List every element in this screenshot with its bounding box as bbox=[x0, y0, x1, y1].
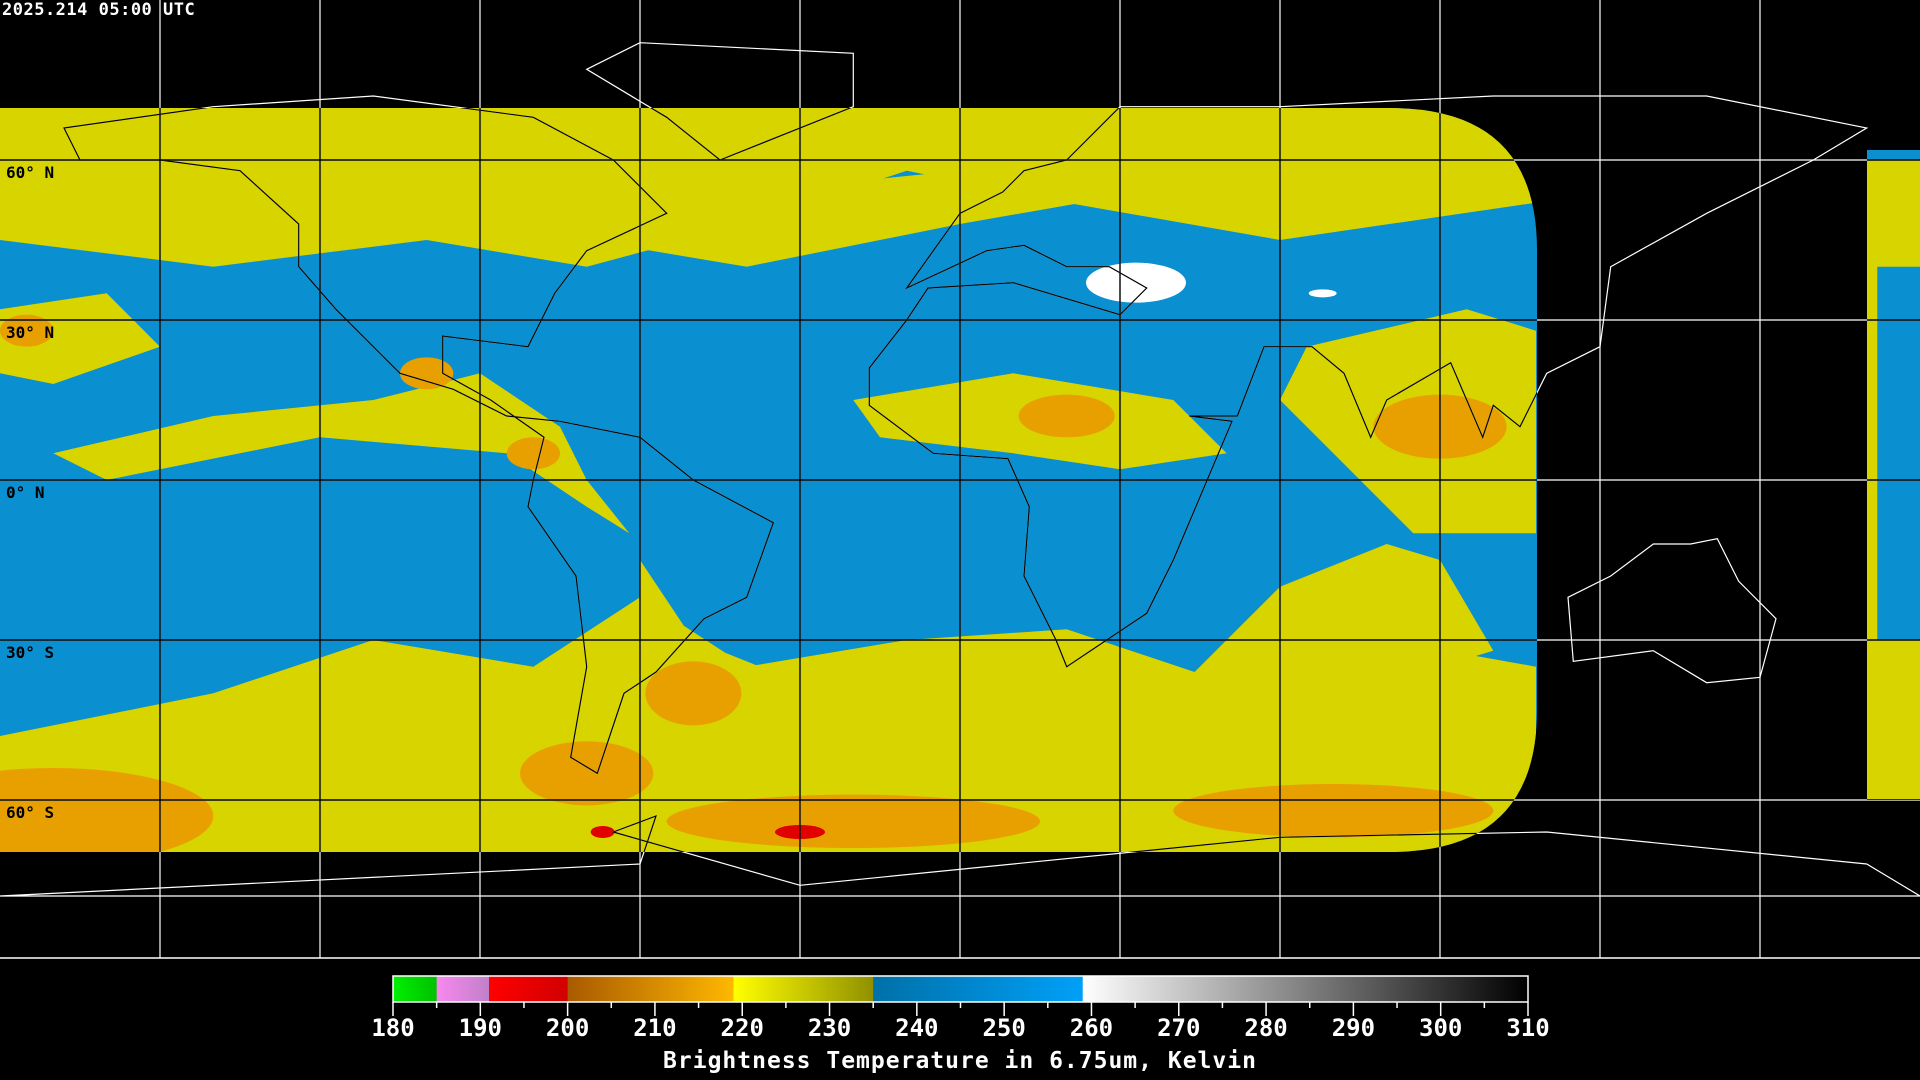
moist-region bbox=[1173, 544, 1494, 694]
moist-region bbox=[53, 373, 630, 534]
coastlines bbox=[0, 42, 1920, 897]
colorbar-segment bbox=[1082, 976, 1529, 1002]
colorbar-segment bbox=[393, 976, 438, 1002]
lat-label-30s: 30° S bbox=[6, 643, 55, 662]
cold-cloud-region bbox=[520, 741, 654, 806]
colorbar-segment bbox=[873, 976, 1084, 1002]
cold-cloud-region bbox=[666, 794, 1040, 848]
lat-label-60n: 60° N bbox=[6, 163, 55, 182]
colorbar-tick-label: 200 bbox=[546, 1014, 589, 1042]
coastline bbox=[63, 108, 775, 775]
colorbar-tick-label: 210 bbox=[633, 1014, 676, 1042]
colorbar-tick-label: 290 bbox=[1332, 1014, 1375, 1042]
colorbar-tick-label: 310 bbox=[1506, 1014, 1549, 1042]
colorbar-tick-label: 180 bbox=[371, 1014, 414, 1042]
water-vapor-map bbox=[0, 0, 1920, 959]
moist-region bbox=[0, 108, 1536, 267]
colorbar: 180 190 200 210 220 230 240 250 260 270 280 290 300 3… bbox=[371, 975, 1550, 1042]
colorbar-segment bbox=[567, 976, 734, 1002]
coastline bbox=[585, 108, 854, 161]
colorbar-tick-label: 230 bbox=[808, 1014, 851, 1042]
lat-label-60s: 60° S bbox=[6, 803, 55, 822]
cold-cloud-region bbox=[400, 357, 454, 390]
coastline bbox=[1567, 538, 1777, 684]
cold-cloud-region bbox=[1018, 394, 1115, 438]
colorbar-tick-label: 190 bbox=[459, 1014, 502, 1042]
colorbar-tick-label: 260 bbox=[1070, 1014, 1113, 1042]
lat-label-30n: 30° N bbox=[6, 323, 55, 342]
warm-dry-region bbox=[1308, 289, 1337, 298]
dry-air-region bbox=[1877, 266, 1920, 640]
colorbar-tick-label: 240 bbox=[895, 1014, 938, 1042]
colorbar-segment bbox=[733, 976, 874, 1002]
colorbar-tick-label: 300 bbox=[1419, 1014, 1462, 1042]
lat-lon-grid bbox=[0, 0, 1920, 959]
colorbar-tick-label: 280 bbox=[1244, 1014, 1287, 1042]
moist-region bbox=[0, 293, 160, 384]
cold-cloud-region bbox=[0, 768, 214, 852]
colorbar-title: Brightness Temperature in 6.75um, Kelvin bbox=[663, 1048, 1257, 1074]
colorbar-tick-label: 270 bbox=[1157, 1014, 1200, 1042]
coastline bbox=[0, 814, 1920, 852]
cold-cloud-region bbox=[645, 661, 742, 726]
moist-region bbox=[586, 160, 1174, 267]
colorbar-tick-label: 220 bbox=[721, 1014, 764, 1042]
colorbar-segment bbox=[436, 976, 490, 1002]
coastline bbox=[868, 108, 1869, 668]
cold-cloud-region bbox=[0, 314, 54, 347]
colorbar-tick-label: 250 bbox=[982, 1014, 1025, 1042]
cold-cloud-region bbox=[506, 437, 560, 470]
lat-label-0n: 0° N bbox=[6, 483, 45, 502]
warm-dry-region bbox=[1086, 262, 1186, 303]
cold-cloud-region bbox=[1173, 784, 1494, 838]
coastline bbox=[1567, 538, 1777, 684]
timestamp: 2025.214 05:00 UTC bbox=[2, 0, 196, 20]
very-cold-cloud-region bbox=[590, 826, 615, 838]
colorbar-segment bbox=[489, 976, 569, 1002]
